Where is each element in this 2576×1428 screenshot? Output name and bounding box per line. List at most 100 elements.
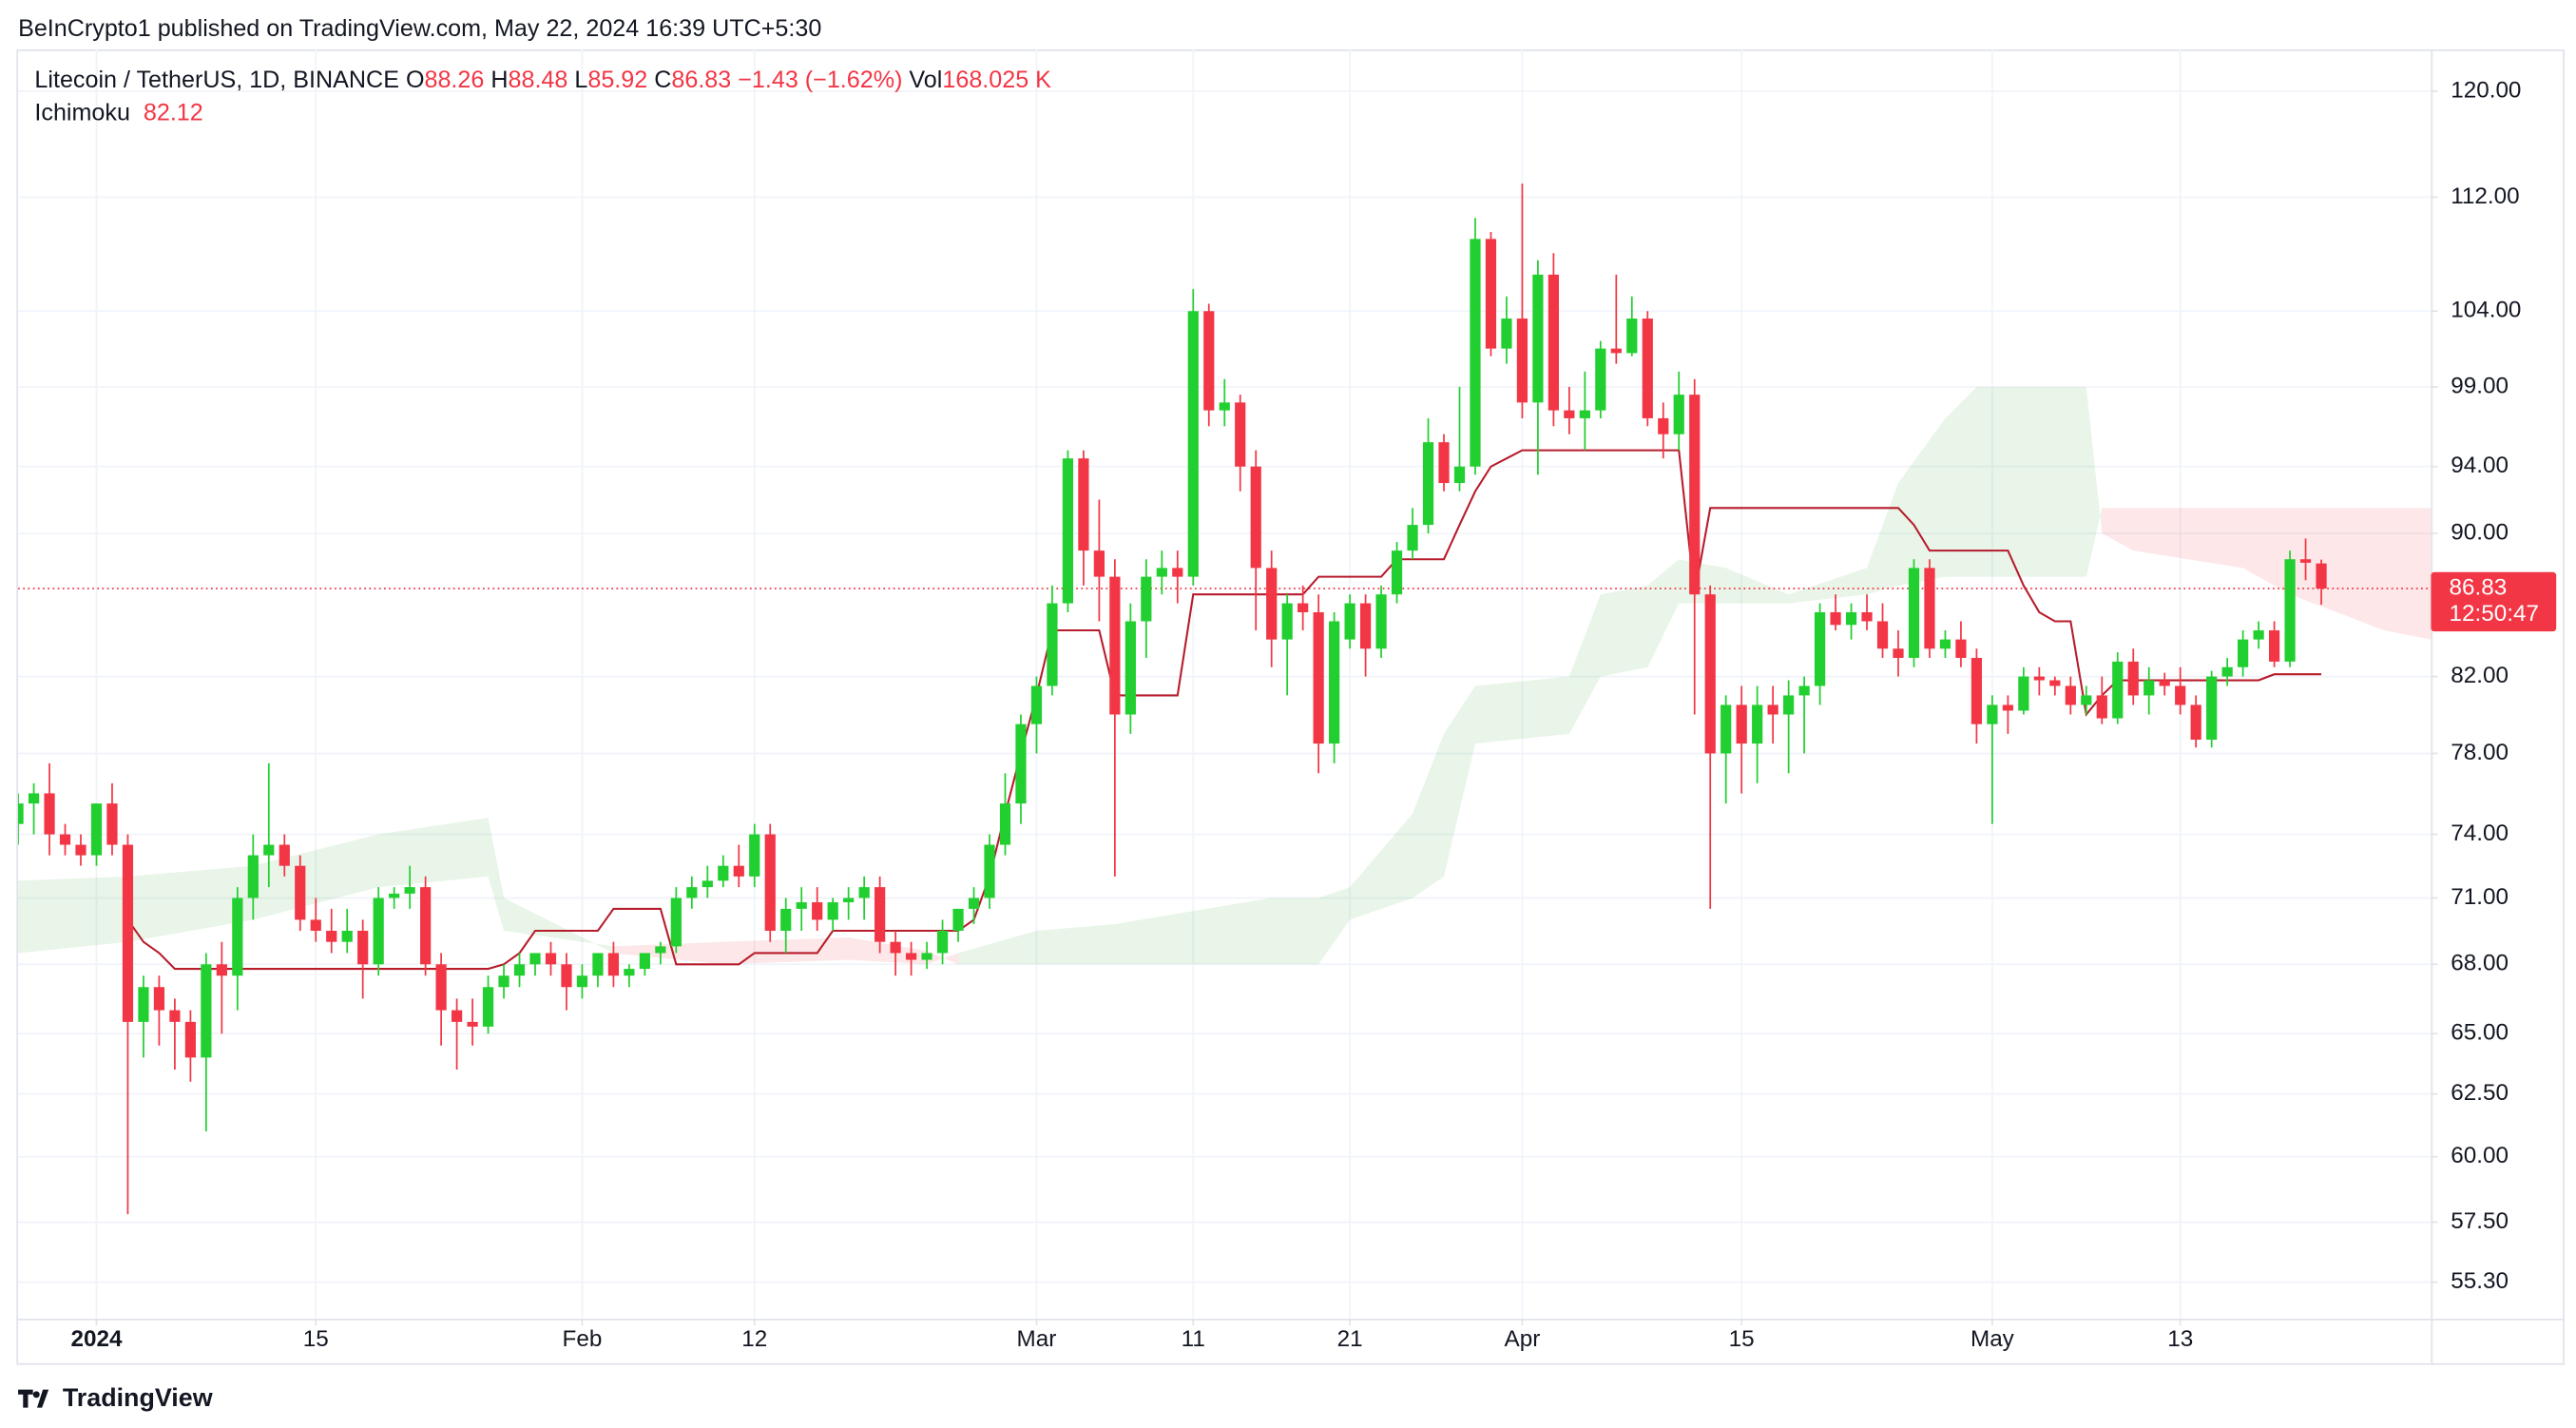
candle-body [232,897,243,976]
ichimoku-cloud [127,865,254,942]
candle-body [2206,676,2218,740]
candle-body [2268,630,2280,662]
plot-area [18,183,2432,1215]
candle-body [1344,603,1355,640]
candle-body [905,953,917,960]
ichimoku-cloud [1036,924,1115,965]
candle-body [1798,685,1810,696]
x-tick-label: 15 [1729,1326,1755,1352]
candle-body [796,902,807,909]
candle-body [184,1021,196,1058]
candle-body [655,946,666,954]
candle-body [812,902,823,920]
ichimoku-cloud [1647,559,1680,667]
candle-body [18,803,24,824]
candle-body [1501,318,1512,349]
candle-body [1830,611,1841,626]
candle-body [1845,611,1857,626]
candle-body [28,793,40,804]
high-value: 88.48 [509,67,568,93]
ichimoku-cloud [2383,508,2432,640]
candle-body [764,834,776,932]
candle-body [90,803,103,856]
candle-body [999,803,1011,845]
price-tag [2431,571,2557,632]
ichimoku-cloud [2242,508,2291,595]
x-tick-label: 2024 [70,1326,122,1352]
candle-body [2002,704,2013,711]
candle-body [749,834,760,877]
x-tick-label: Feb [563,1326,603,1352]
candle-body [1564,410,1575,418]
candle-body [1893,648,1904,658]
candle-body [2049,680,2061,686]
candle-body [467,1021,478,1027]
candle-body [1987,704,1998,724]
candle-body [1516,318,1528,403]
candle-body [1172,568,1183,577]
candle-body [389,893,400,898]
candle-body [1548,274,1559,411]
ichimoku-cloud [2086,386,2103,577]
candle-body [718,865,729,881]
candle-body [169,1010,181,1022]
candle-body [1939,639,1951,649]
candle-body [420,887,432,965]
candle-body [1876,621,1889,649]
legend-line: Litecoin / TetherUS, 1D, BINANCE O88.26 … [34,67,1051,93]
candle-body [561,964,572,988]
candle-body [1015,724,1027,804]
symbol: Litecoin / TetherUS, 1D, BINANCE [34,67,399,93]
candle-body [122,844,134,1022]
candle-body [279,844,290,866]
y-tick-label: 82.00 [2451,663,2509,688]
candle-body [1359,603,1372,649]
candle-body [2238,639,2249,667]
candle-body [1298,603,1309,612]
candle-body [1109,576,1121,715]
candle-body [451,1010,463,1022]
candle-body [216,964,227,976]
candle-body [875,887,886,942]
candle-body [733,865,744,877]
candle-body [670,897,682,947]
candle-body [1485,239,1497,349]
volume-value: 168.025 K [942,67,1051,93]
candle-body [1610,348,1622,354]
candle-body [984,844,995,898]
ichimoku-cloud [1867,483,1899,595]
candle-body [2081,695,2092,705]
candle-body [2175,685,2186,705]
ichimoku-cloud [18,876,128,954]
change-pct: (−1.62%) [805,67,903,93]
candle-body [1187,311,1199,577]
ichimoku-cloud [1444,685,1475,877]
y-tick-label: 90.00 [2451,519,2509,545]
y-tick-label: 99.00 [2451,373,2509,398]
candle-body [1783,695,1795,715]
candle-body [2065,685,2076,705]
candle-body [1313,611,1324,744]
publish-header: BeInCrypto1 published on TradingView.com… [18,15,821,42]
candle-body [1266,568,1278,640]
candle-body [482,987,494,1027]
candle-body [1281,603,1293,640]
ichimoku-cloud [253,834,379,920]
candle-body [1908,568,1920,658]
ichimoku-line [126,449,2322,971]
candle-body [1453,466,1466,484]
volume-label: Vol [909,67,942,93]
candle-body [2096,695,2107,719]
candle-body [1125,621,1136,715]
candle-body [138,987,149,1022]
ichimoku-cloud [1114,897,1272,965]
candle-body [153,987,165,1011]
indicator-name: Ichimoku [34,99,130,125]
candle-body [780,908,792,932]
candle-body [2284,559,2296,662]
candle-body [639,953,650,970]
ichimoku-cloud [613,941,723,965]
